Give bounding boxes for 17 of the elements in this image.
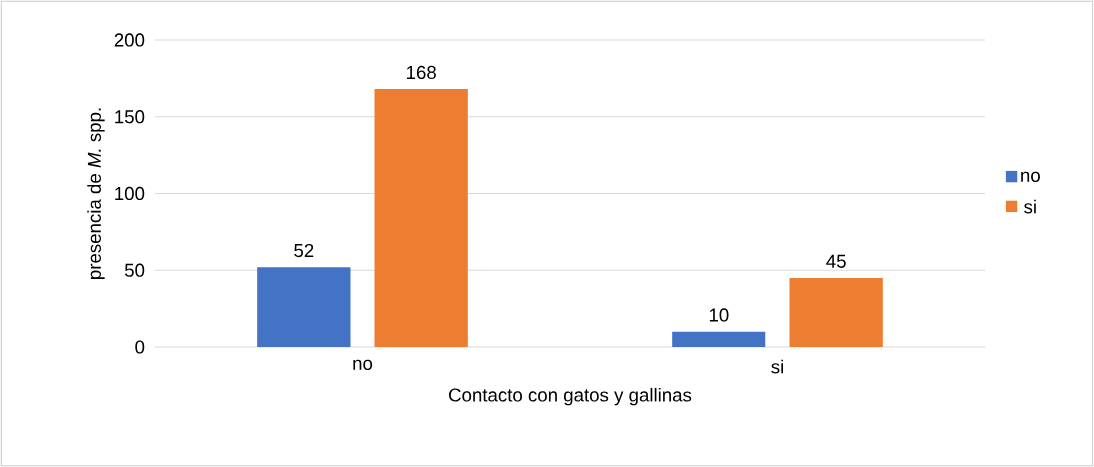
x-axis-title: Contacto con gatos y gallinas — [449, 387, 692, 406]
y-tick-label: 0 — [135, 340, 145, 354]
y-axis-title: presencia de M. spp. — [87, 108, 105, 279]
y-tick-label: 200 — [114, 33, 145, 47]
legend-label: si — [1024, 199, 1036, 214]
y-tick-label: 100 — [115, 186, 145, 201]
y-tick-label: 50 — [124, 263, 145, 277]
bar — [672, 331, 766, 347]
bar — [789, 277, 883, 347]
data-label: 10 — [709, 308, 729, 322]
data-label: 52 — [294, 243, 314, 258]
data-label: 168 — [407, 65, 436, 80]
data-label: 45 — [826, 254, 846, 268]
bar — [374, 89, 468, 347]
legend-label: no — [1021, 171, 1040, 182]
y-tick-label: 150 — [115, 110, 145, 124]
bar — [257, 267, 351, 347]
